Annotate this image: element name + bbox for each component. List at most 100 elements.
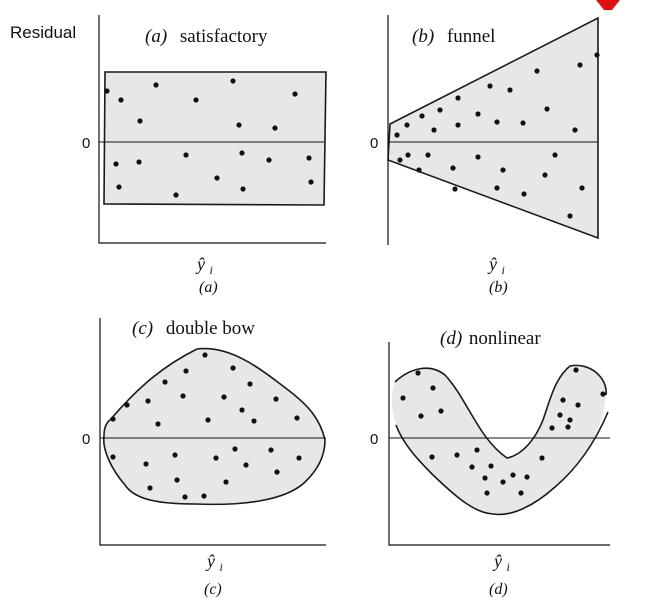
panel-b-point <box>394 132 400 138</box>
panel-a-point <box>113 161 119 167</box>
panel-c-title-letter: (c) <box>132 318 153 339</box>
panel-a-point <box>292 91 298 97</box>
panel-c-point <box>201 493 207 499</box>
panel-b-zero-label: 0 <box>370 135 378 152</box>
panel-b-point <box>452 186 458 192</box>
panel-b-x-label: ŷ i <box>487 254 505 277</box>
panel-d-point <box>438 408 444 414</box>
panel-a-point <box>118 97 124 103</box>
panel-d-point <box>482 475 488 481</box>
panel-a-zero-label: 0 <box>82 135 90 152</box>
panel-d-x-label: ŷ i <box>492 551 510 574</box>
panel-b-point <box>520 120 526 126</box>
panel-b-point <box>431 127 437 133</box>
panel-b-point <box>552 152 558 158</box>
panel-c-point <box>243 462 249 468</box>
panel-b-point <box>475 154 481 160</box>
panel-c-title: (c) double bow <box>132 318 255 339</box>
panel-a-point <box>230 78 236 84</box>
panel-d-point <box>430 385 436 391</box>
panel-d-zero-label: 0 <box>370 431 378 448</box>
panel-c-axes <box>99 318 326 546</box>
panel-d-point <box>418 413 424 419</box>
panel-a-point <box>173 192 179 198</box>
panel-b-point <box>544 106 550 112</box>
panel-b-point <box>500 167 506 173</box>
panel-d-point <box>484 490 490 496</box>
panel-d-x-label-main: ŷ <box>492 551 502 571</box>
panel-b-x-label-sub: i <box>502 263 505 277</box>
panel-a-point <box>236 122 242 128</box>
panel-a-point <box>239 150 245 156</box>
panel-d-lower-boundary <box>395 411 609 516</box>
panel-a-title-letter: (a) <box>145 26 167 47</box>
panel-d-title: (d) nonlinear <box>440 328 541 349</box>
panel-b-point <box>404 122 410 128</box>
panel-d-point <box>469 464 475 470</box>
panel-c-point <box>172 452 178 458</box>
panel-a-point <box>136 159 142 165</box>
panel-c-x-label-sub: i <box>220 560 223 574</box>
panel-d-point <box>500 479 506 485</box>
panel-d-point <box>415 370 421 376</box>
panel-d-axes <box>388 342 610 546</box>
panel-c-point <box>239 407 245 413</box>
panel-c-caption: (c) <box>204 581 222 598</box>
panel-c-point <box>110 454 116 460</box>
panel-a-point <box>308 179 314 185</box>
panel-d-point <box>454 452 460 458</box>
y-axis-label: Residual <box>10 23 76 42</box>
panel-b-point <box>494 119 500 125</box>
corner-red-mark <box>596 0 620 10</box>
panel-c-point <box>145 398 151 404</box>
panel-d-x-label-sub: i <box>507 560 510 574</box>
panel-b-point <box>455 122 461 128</box>
panel-b-point <box>577 62 583 68</box>
panel-a-point <box>193 97 199 103</box>
panel-d-point <box>549 425 555 431</box>
panel-b-point <box>419 113 425 119</box>
panel-a-axes <box>98 15 326 244</box>
panel-c-point <box>182 494 188 500</box>
panel-b-point <box>487 83 493 89</box>
panel-b-points <box>394 52 600 219</box>
panel-b-point <box>405 152 411 158</box>
panel-c-band <box>102 347 326 506</box>
panel-a-x-label: ŷ i <box>195 254 213 277</box>
panel-c-point <box>273 396 279 402</box>
panel-c-point <box>110 416 116 422</box>
panel-c-point <box>202 352 208 358</box>
panel-a-point <box>266 157 272 163</box>
panel-a: (a) satisfactory 0 ŷ i (a) <box>82 15 327 296</box>
panel-d-point <box>518 490 524 496</box>
panel-c-points <box>110 352 302 500</box>
panel-c-point <box>183 368 189 374</box>
panel-d-point <box>573 367 579 373</box>
panel-d-point <box>557 412 563 418</box>
panel-b-band <box>387 16 599 240</box>
panel-d-title-text: nonlinear <box>469 328 541 349</box>
panel-b-point <box>572 127 578 133</box>
panel-a-point <box>306 155 312 161</box>
panel-c-point <box>268 447 274 453</box>
panel-d: (d) nonlinear 0 ŷ i (d) <box>370 328 610 598</box>
panel-d-point <box>474 447 480 453</box>
panel-c-x-label: ŷ i <box>205 551 223 574</box>
panel-b-title-letter: (b) <box>412 26 434 47</box>
panel-b-caption: (b) <box>489 279 508 296</box>
panel-c-point <box>223 479 229 485</box>
panel-c-point <box>294 415 300 421</box>
panel-c-zero-label: 0 <box>82 431 90 448</box>
panel-d-point <box>567 417 573 423</box>
panel-c-point <box>124 402 130 408</box>
panel-b-point <box>450 165 456 171</box>
panel-a-point <box>214 175 220 181</box>
panel-b-point <box>455 95 461 101</box>
panel-b-point <box>579 185 585 191</box>
panel-d-title-letter: (d) <box>440 328 462 349</box>
panel-d-point <box>560 397 566 403</box>
panel-b-point <box>494 185 500 191</box>
panel-b: (b) funnel 0 ŷ i (b) <box>370 15 600 296</box>
panel-a-x-label-sub: i <box>210 263 213 277</box>
panel-c: (c) double bow 0 ŷ i (c) <box>82 318 326 598</box>
